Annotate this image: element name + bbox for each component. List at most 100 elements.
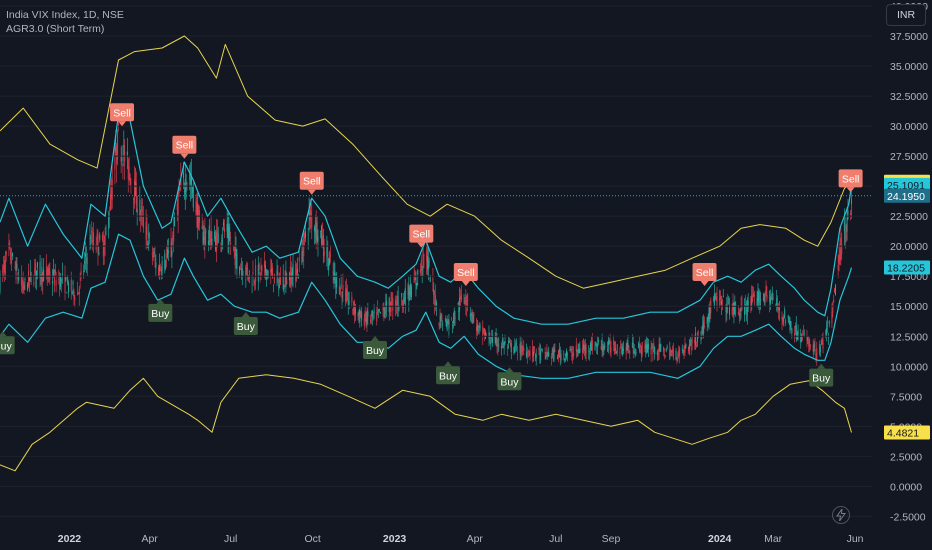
candle-body — [172, 234, 174, 240]
candle-body — [148, 232, 150, 239]
candle-body — [647, 343, 649, 350]
price-axis-label: 27.5000 — [890, 151, 928, 163]
candle-body — [422, 249, 424, 269]
candle-body — [641, 342, 643, 354]
candle-body — [671, 351, 673, 352]
candle-body — [763, 293, 765, 303]
candle-body — [73, 291, 75, 299]
candle-body — [92, 240, 94, 243]
time-axis-label: 2022 — [58, 533, 82, 545]
price-tag-label: 24.1950 — [887, 191, 925, 203]
candle-body — [688, 343, 690, 350]
candle-body — [101, 234, 103, 241]
candle-body — [290, 272, 292, 285]
candle-body — [16, 263, 18, 270]
candle-body — [434, 301, 436, 304]
candle-body — [441, 314, 443, 321]
candle-body — [807, 342, 809, 344]
candle-body — [208, 225, 210, 239]
buy-badge[interactable] — [0, 336, 15, 355]
buy-badge[interactable] — [436, 366, 461, 385]
sell-badge[interactable] — [692, 263, 717, 282]
candle-body — [2, 268, 4, 273]
candle-body — [589, 351, 591, 354]
candle-body — [558, 348, 560, 353]
buy-badge[interactable] — [362, 341, 387, 360]
candle-body — [408, 287, 410, 301]
candle-body — [310, 211, 312, 218]
sell-badge[interactable] — [172, 135, 197, 154]
candle-body — [104, 235, 106, 246]
candle-body — [501, 339, 503, 343]
candle-body — [61, 273, 63, 276]
candle-body — [379, 311, 381, 313]
candle-body — [72, 281, 74, 285]
candle-body — [298, 257, 300, 262]
candle-body — [608, 340, 610, 344]
candle-body — [672, 348, 674, 358]
candle-body — [388, 297, 390, 313]
candle-body — [195, 201, 197, 214]
sell-badge[interactable] — [838, 169, 863, 188]
candle-body — [818, 344, 820, 355]
candle-body — [821, 342, 823, 344]
sell-badge-label: Sell — [457, 267, 475, 279]
candle-body — [276, 270, 278, 277]
buy-badge[interactable] — [497, 372, 522, 391]
candle-body — [719, 298, 721, 300]
sell-badge[interactable] — [110, 103, 135, 122]
buy-badge[interactable] — [233, 317, 258, 336]
candle-body — [602, 345, 604, 352]
candle-body — [585, 345, 587, 354]
candle-body — [453, 310, 455, 324]
candle-body — [521, 345, 523, 353]
sell-badge[interactable] — [453, 263, 478, 282]
candle-body — [720, 300, 722, 305]
candle-body — [712, 299, 714, 301]
buy-badge[interactable] — [809, 368, 834, 387]
candle-body — [702, 324, 704, 333]
lightning-icon[interactable] — [832, 506, 850, 524]
candle-body — [435, 302, 437, 306]
candle-body — [572, 352, 574, 357]
candle-body — [139, 199, 141, 217]
sell-badge[interactable] — [299, 171, 324, 190]
candle-body — [351, 296, 353, 303]
candle-body — [670, 352, 672, 356]
candle-body — [27, 284, 29, 291]
candle-body — [24, 278, 26, 281]
candle-body — [802, 335, 804, 336]
candle-body — [191, 186, 193, 193]
signals-layer[interactable]: Sell Sell Sell Sell Sell Sell Sell Buy Buy Buy Buy… — [0, 103, 863, 391]
candle-body — [366, 310, 368, 324]
currency-button[interactable]: INR — [886, 4, 926, 26]
candle-body — [516, 353, 518, 355]
candle-body — [685, 344, 687, 348]
candle-body — [14, 266, 16, 268]
candle-body — [746, 299, 748, 316]
candle-body — [340, 284, 342, 287]
candle-body — [142, 217, 144, 228]
candle-body — [690, 343, 692, 347]
candle-body — [464, 300, 466, 305]
sell-badge[interactable] — [409, 224, 434, 243]
candle-body — [614, 342, 616, 353]
candle-body — [751, 295, 753, 305]
candle-body — [769, 290, 771, 303]
candle-body — [3, 260, 5, 273]
candle-body — [552, 349, 554, 356]
candle-body — [395, 302, 397, 307]
candle-body — [129, 174, 131, 186]
candle-body — [174, 216, 176, 227]
candle-body — [820, 341, 822, 343]
candle-body — [638, 343, 640, 348]
candle-body — [790, 321, 792, 327]
candle-body — [553, 348, 555, 360]
candle-body — [171, 250, 173, 256]
buy-badge[interactable] — [148, 303, 173, 322]
time-axis[interactable] — [0, 526, 932, 550]
candle-body — [271, 270, 273, 272]
candle-body — [465, 294, 467, 306]
candle-body — [734, 301, 736, 305]
